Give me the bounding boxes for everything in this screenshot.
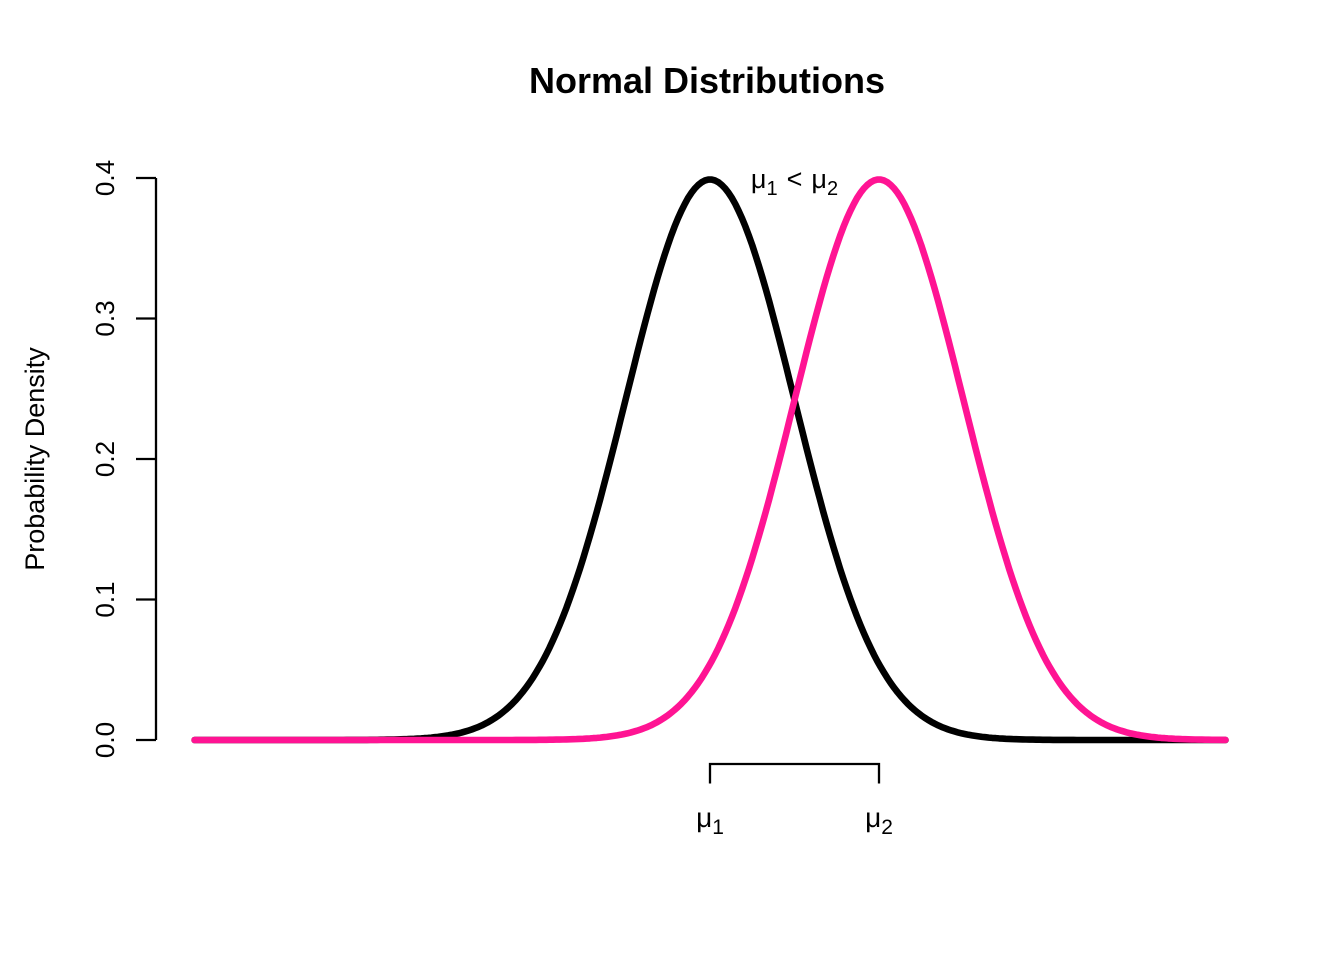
mu-symbol: μ xyxy=(751,164,767,194)
mu2-label: μ2 xyxy=(865,802,893,839)
subscript-1: 1 xyxy=(766,178,777,200)
y-axis-title: Probability Density xyxy=(20,347,50,571)
y-tick-label: 0.2 xyxy=(90,441,120,477)
y-tick-label: 0.3 xyxy=(90,300,120,336)
subscript-2: 2 xyxy=(881,816,893,839)
mu1-label: μ1 xyxy=(696,802,724,839)
subscript-2: 2 xyxy=(827,178,838,200)
subscript-1: 1 xyxy=(712,816,724,839)
curve-distribution-1 xyxy=(191,176,1229,744)
mu-symbol: μ xyxy=(811,164,827,194)
chart-title: Normal Distributions xyxy=(529,60,885,101)
mean-distance-bracket xyxy=(708,762,881,784)
y-axis-ticks: 0.0 0.1 0.2 0.3 0.4 xyxy=(90,160,156,758)
less-than-sign: < xyxy=(787,164,803,194)
curve-distribution-2 xyxy=(191,176,1229,744)
mu-symbol: μ xyxy=(865,802,881,833)
y-tick-label: 0.4 xyxy=(90,160,120,196)
mu-symbol: μ xyxy=(696,802,712,833)
y-tick-label: 0.0 xyxy=(90,722,120,758)
mean-inequality-annotation: μ1 < μ2 xyxy=(751,164,838,200)
y-axis: 0.0 0.1 0.2 0.3 0.4 xyxy=(90,160,158,758)
y-tick-label: 0.1 xyxy=(90,581,120,617)
